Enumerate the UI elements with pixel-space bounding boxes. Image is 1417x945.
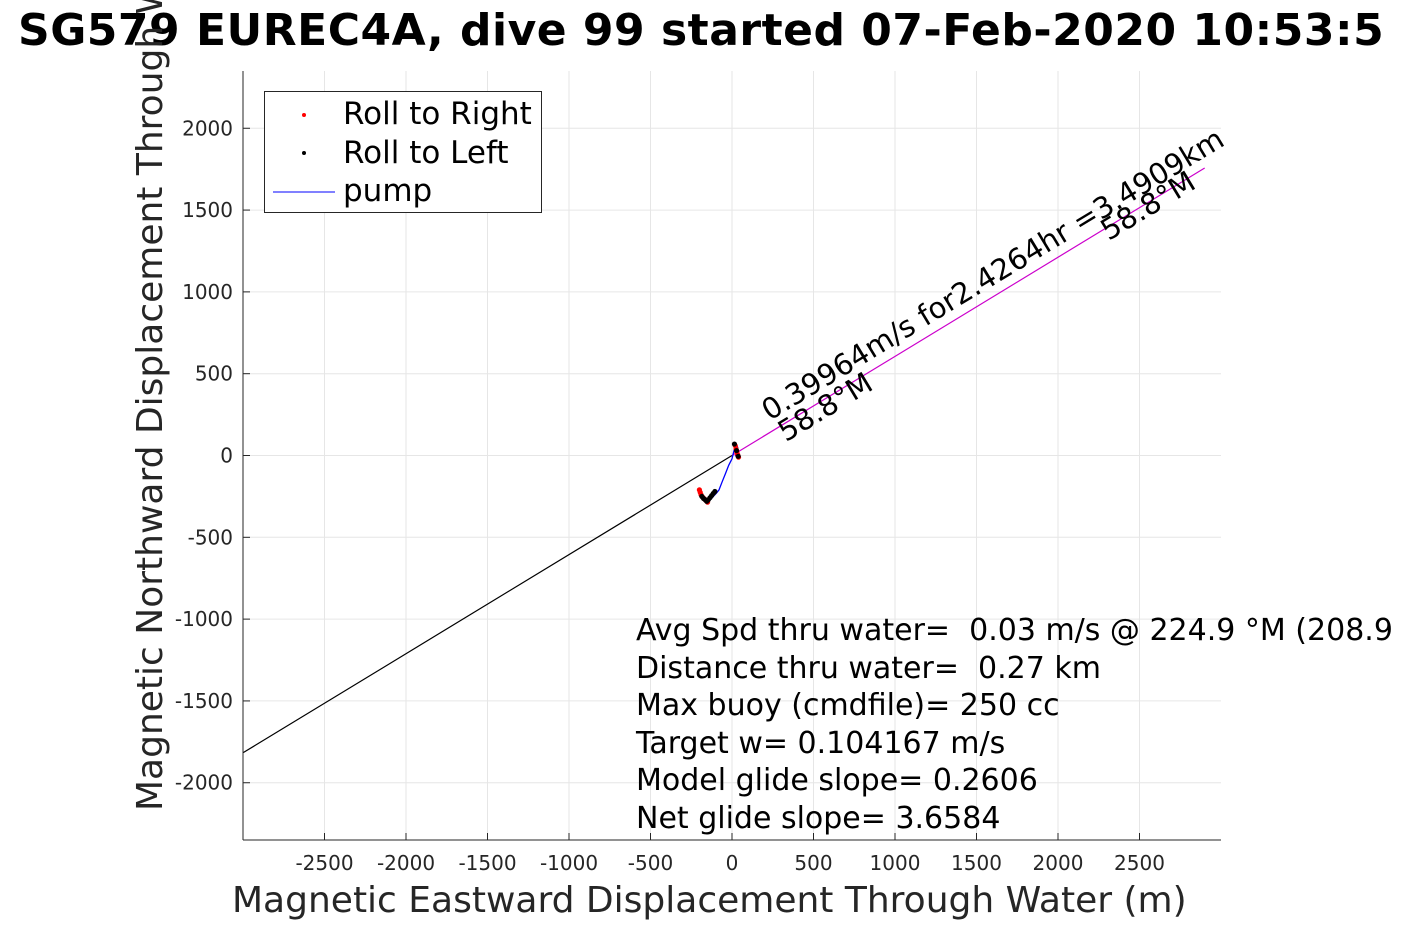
- legend-label-roll-left: Roll to Left: [343, 135, 509, 171]
- y-tick-label: -2000: [175, 771, 233, 795]
- x-tick-label: 2500: [1114, 851, 1165, 875]
- y-tick-label: 1500: [182, 198, 233, 222]
- x-tick-label: -2500: [295, 851, 353, 875]
- stat-distance: Distance thru water= 0.27 km: [636, 650, 1101, 686]
- stat-max-buoy: Max buoy (cmdfile)= 250 cc: [636, 688, 1060, 723]
- legend-marker-roll-left: [302, 151, 306, 155]
- legend-marker-roll-right: [302, 113, 306, 117]
- x-axis-label: Magnetic Eastward Displacement Through W…: [232, 880, 1187, 921]
- legend-item-pump: pump: [265, 172, 543, 210]
- chart-title: SG579 EUREC4A, dive 99 started 07-Feb-20…: [18, 5, 1385, 56]
- x-tick-label: -500: [628, 851, 673, 875]
- legend-label-roll-right: Roll to Right: [343, 96, 532, 132]
- stat-target-w: Target w= 0.104167 m/s: [636, 725, 1006, 761]
- x-tick-label: -1500: [458, 851, 516, 875]
- trend-line: [242, 454, 733, 754]
- legend-item-roll-right: Roll to Right: [265, 95, 543, 133]
- roll-left-marker: [731, 441, 738, 447]
- x-tick-label: 500: [794, 851, 832, 875]
- dive-stats-block: Avg Spd thru water= 0.03 m/s @ 224.9 °M …: [636, 612, 1393, 837]
- y-tick-label: -1000: [175, 607, 233, 631]
- stat-model-glide: Model glide slope= 0.2606: [636, 763, 1038, 798]
- x-tick-label: -2000: [377, 851, 435, 875]
- legend: Roll to Right Roll to Left pump: [264, 91, 542, 213]
- trend-line: [731, 167, 1206, 457]
- x-tick-label: 0: [726, 851, 739, 875]
- speed-annotation: 0.39964m/s for2.4264hr =3.4909km: [756, 121, 1230, 427]
- roll-left-marker: [712, 488, 718, 495]
- x-tick-label: -1000: [540, 851, 598, 875]
- y-axis-label: Magnetic Northward Displacement Through …: [130, 0, 171, 811]
- x-tick-label: 1000: [870, 851, 921, 875]
- stat-net-glide: Net glide slope= 3.6584: [636, 800, 1001, 836]
- y-tick-label: 500: [195, 362, 233, 386]
- pump-line: [698, 442, 740, 504]
- x-tick-label: 2000: [1033, 851, 1084, 875]
- y-tick-label: 1000: [182, 280, 233, 304]
- y-tick-label: 2000: [182, 116, 233, 140]
- y-tick-label: -1500: [175, 689, 233, 713]
- legend-marker-pump: [273, 191, 335, 193]
- legend-item-roll-left: Roll to Left: [265, 134, 543, 172]
- stat-avg-speed: Avg Spd thru water= 0.03 m/s @ 224.9 °M …: [636, 613, 1393, 648]
- legend-label-pump: pump: [343, 173, 433, 209]
- roll-left-marker: [733, 447, 740, 454]
- y-tick-label: -500: [188, 525, 233, 549]
- y-tick-label: 0: [220, 444, 233, 468]
- roll-left-marker: [735, 453, 741, 459]
- x-tick-label: 1500: [951, 851, 1002, 875]
